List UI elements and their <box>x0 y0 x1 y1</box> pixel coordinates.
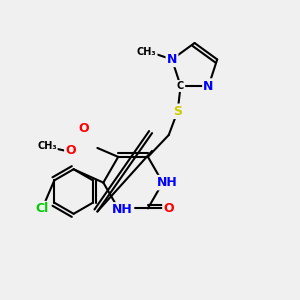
Text: N: N <box>203 80 214 92</box>
Text: N: N <box>167 53 177 66</box>
Text: S: S <box>173 105 182 118</box>
Text: CH₃: CH₃ <box>137 47 157 57</box>
Text: C: C <box>177 81 184 91</box>
Text: Cl: Cl <box>36 202 49 215</box>
Text: CH₃: CH₃ <box>37 142 57 152</box>
Text: O: O <box>65 144 76 158</box>
Text: O: O <box>164 202 174 215</box>
Text: O: O <box>79 122 89 135</box>
Text: NH: NH <box>112 203 133 216</box>
Text: NH: NH <box>157 176 178 189</box>
